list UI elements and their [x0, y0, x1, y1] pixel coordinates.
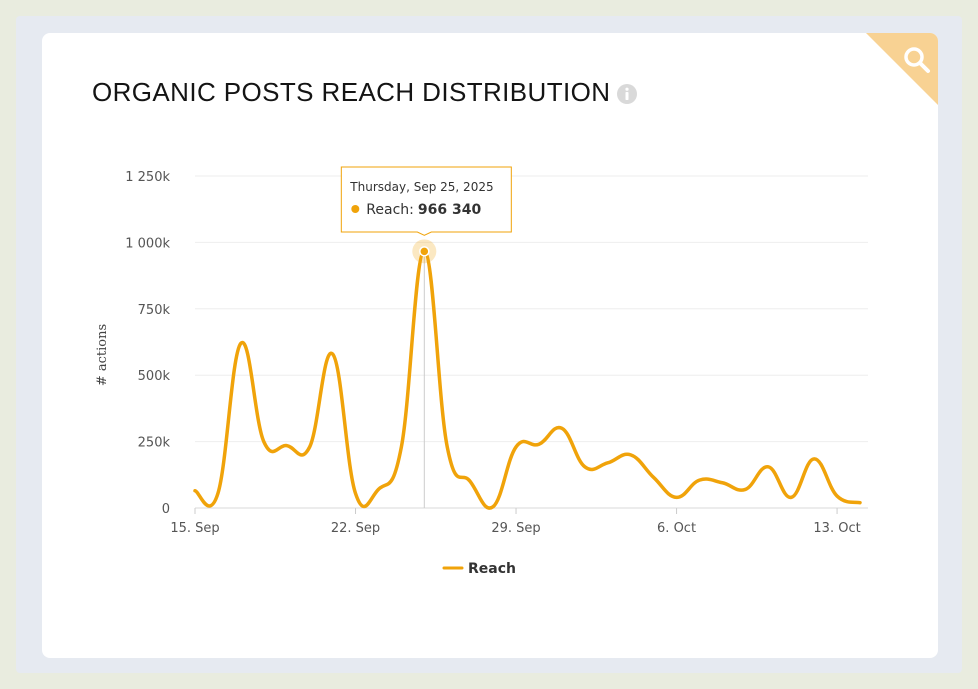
- x-tick-label: 22. Sep: [331, 521, 380, 536]
- tooltip: Thursday, Sep 25, 2025 Reach: 966 340: [340, 166, 512, 236]
- x-tick-label: 29. Sep: [491, 521, 540, 536]
- tooltip-box: [340, 166, 512, 236]
- hover-point[interactable]: [419, 246, 430, 257]
- y-tick-label: 750k: [138, 303, 171, 318]
- tooltip-series-label: Reach:: [366, 202, 414, 218]
- chart-card: ORGANIC POSTS REACH DISTRIBUTION 0 250k 50…: [42, 33, 938, 658]
- y-tick-label: 1 000k: [125, 236, 170, 251]
- legend[interactable]: Reach: [442, 561, 516, 577]
- tooltip-value-line: Reach: 966 340: [366, 202, 481, 218]
- y-tick-label: 0: [162, 502, 170, 517]
- y-tick-label: 250k: [138, 436, 171, 451]
- y-tick-label: 500k: [138, 369, 171, 384]
- x-tick-label: 13. Oct: [813, 521, 860, 536]
- tooltip-series-dot: [351, 205, 360, 213]
- tooltip-date: Thursday, Sep 25, 2025: [349, 180, 493, 194]
- x-tick-label: 6. Oct: [657, 521, 696, 536]
- info-icon[interactable]: [616, 83, 638, 105]
- line-chart: 0 250k 500k 750k 1 000k 1 250k 15. Sep 22. Sep…: [95, 166, 868, 577]
- x-tick-label: 15. Sep: [170, 521, 219, 536]
- y-tick-label: 1 250k: [125, 170, 170, 185]
- chart-title: ORGANIC POSTS REACH DISTRIBUTION: [92, 77, 611, 107]
- tooltip-value: 966 340: [418, 202, 482, 218]
- legend-item-reach[interactable]: Reach: [468, 561, 516, 577]
- search-icon[interactable]: [902, 45, 932, 75]
- series-line-reach[interactable]: [193, 249, 862, 510]
- y-axis-title: # actions: [95, 324, 110, 386]
